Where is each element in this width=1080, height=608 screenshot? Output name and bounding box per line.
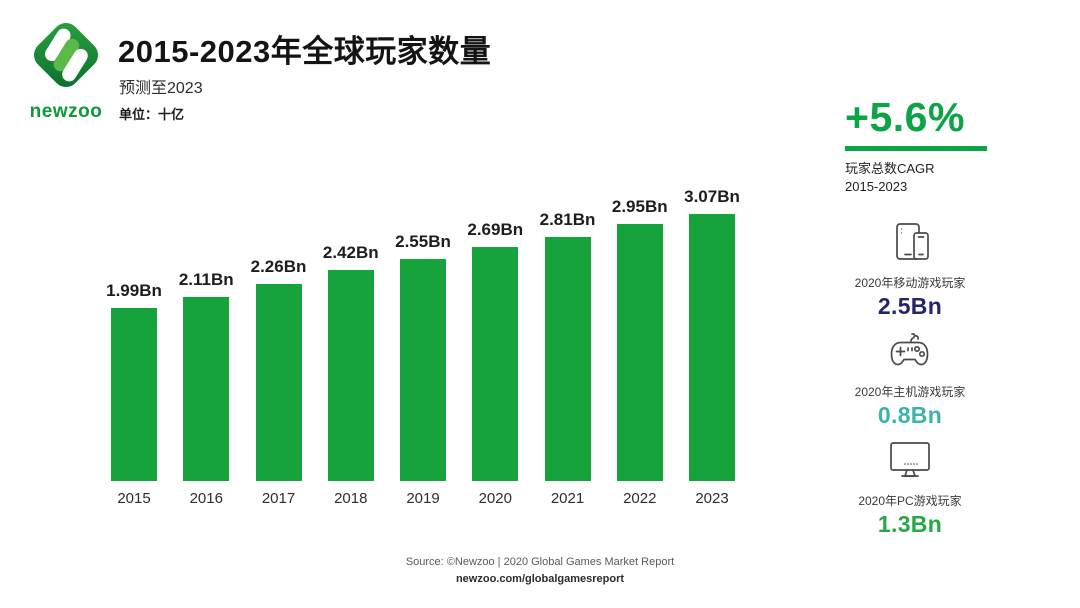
stat-pc-value: 1.3Bn — [877, 511, 943, 537]
gamepad-icon — [885, 329, 935, 375]
stat-console-value: 0.8Bn — [877, 402, 943, 428]
cagr-label-line1: 玩家总数CAGR — [845, 161, 935, 177]
stat-console-label: 2020年主机游戏玩家 — [854, 385, 966, 399]
bar — [183, 297, 230, 481]
stat-mobile: 2020年移动游戏玩家 2.5Bn — [818, 220, 1002, 320]
bar-column: 2.69Bn 2020 — [459, 220, 531, 511]
cagr-label: 玩家总数CAGR 2015-2023 — [845, 160, 987, 195]
x-axis-tick-label: 2017 — [261, 490, 296, 507]
bar-value-label: 3.07Bn — [684, 187, 740, 206]
bar-value-label: 2.69Bn — [467, 220, 524, 239]
pc-monitor-icon — [885, 438, 935, 484]
bar-value-label: 2.42Bn — [322, 243, 379, 262]
x-axis-tick-label: 2022 — [623, 490, 657, 507]
bar-value-label: 2.95Bn — [611, 197, 668, 216]
bar — [111, 308, 157, 481]
bar-column: 3.07Bn 2023 — [676, 187, 748, 511]
bar-column: 2.26Bn 2017 — [243, 257, 315, 511]
cagr-underline — [845, 146, 987, 152]
stat-pc-label: 2020年PC游戏玩家 — [858, 494, 962, 508]
newzoo-diamond-icon — [33, 22, 99, 88]
bar — [472, 247, 519, 481]
stat-console: 2020年主机游戏玩家 0.8Bn — [818, 329, 1002, 429]
x-axis-tick-label: 2018 — [334, 490, 368, 507]
x-axis-tick-label: 2015 — [117, 490, 151, 507]
footer-link-line: newzoo.com/globalgamesreport — [455, 573, 625, 585]
stat-pc: 2020年PC游戏玩家 1.3Bn — [818, 438, 1002, 538]
bar — [400, 259, 446, 481]
x-axis-tick-label: 2019 — [406, 490, 440, 507]
stat-mobile-value: 2.5Bn — [877, 293, 943, 319]
bar — [616, 224, 663, 481]
bar-value-label: 2.81Bn — [539, 210, 596, 229]
players-bar-chart: 1.99Bn 2015 2.11Bn 2016 2.26Bn 2017 2.42Bn 2018… — [98, 165, 748, 511]
bar-value-label: 2.55Bn — [395, 232, 451, 251]
bar-value-label: 2.26Bn — [250, 257, 307, 276]
footer-source-line: Source: ©Newzoo | 2020 Global Games Mark… — [405, 556, 675, 568]
cagr-callout: +5.6% 玩家总数CAGR 2015-2023 — [845, 94, 987, 195]
bar-value-label: 1.99Bn — [106, 281, 162, 300]
bar-column: 2.95Bn 2022 — [604, 197, 676, 511]
page-title: 2015-2023年全球玩家数量 — [118, 34, 492, 69]
bar-column: 1.99Bn 2015 — [98, 281, 170, 511]
x-axis-tick-label: 2021 — [550, 490, 585, 507]
bar — [544, 237, 591, 481]
x-axis-tick-label: 2016 — [189, 490, 223, 507]
device-stats: 2020年移动游戏玩家 2.5Bn 2020年主机游戏玩家 0.8Bn — [818, 220, 1002, 547]
x-axis-tick-label: 2020 — [478, 490, 512, 507]
footer: Source: ©Newzoo | 2020 Global Games Mark… — [240, 556, 840, 585]
bar-value-label: 2.11Bn — [178, 270, 234, 289]
bar-column: 2.55Bn 2019 — [387, 232, 459, 511]
bar — [255, 284, 302, 481]
bar-column: 2.42Bn 2018 — [315, 243, 387, 511]
page-subtitle: 预测至2023 — [119, 80, 203, 97]
cagr-value: +5.6% — [845, 94, 965, 140]
bar — [689, 214, 735, 481]
newzoo-logo: newzoo — [26, 16, 106, 123]
bar-column: 2.81Bn 2021 — [532, 210, 604, 511]
bar — [327, 270, 374, 481]
mobile-devices-icon — [886, 220, 934, 266]
unit-label: 单位：十亿 — [119, 107, 185, 122]
x-axis-tick-label: 2023 — [695, 490, 729, 507]
bar-column: 2.11Bn 2016 — [170, 270, 242, 511]
stat-mobile-label: 2020年移动游戏玩家 — [854, 276, 966, 290]
cagr-label-line2: 2015-2023 — [845, 178, 908, 194]
newzoo-wordmark: newzoo — [29, 101, 103, 122]
